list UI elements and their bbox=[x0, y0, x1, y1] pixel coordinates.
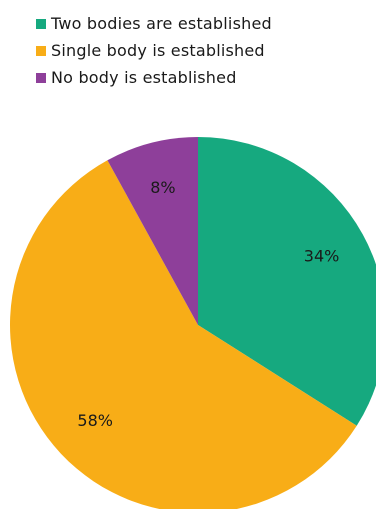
data-label-single-body: 58% bbox=[77, 411, 113, 430]
legend-item-two-bodies: Two bodies are established bbox=[36, 10, 272, 37]
legend-swatch-single-body bbox=[36, 45, 46, 56]
legend-swatch-no-body bbox=[36, 72, 46, 83]
legend-label-no-body: No body is established bbox=[51, 68, 237, 87]
chart-legend: Two bodies are established Single body i… bbox=[36, 10, 272, 91]
legend-label-single-body: Single body is established bbox=[51, 41, 265, 60]
legend-swatch-two-bodies bbox=[36, 18, 46, 29]
pie-slice-no-body bbox=[107, 137, 198, 325]
pie-slice-single-body bbox=[10, 160, 357, 509]
data-label-two-bodies: 34% bbox=[304, 247, 340, 266]
data-label-no-body: 8% bbox=[150, 178, 175, 197]
pie-slice-two-bodies bbox=[198, 137, 376, 426]
legend-label-two-bodies: Two bodies are established bbox=[51, 14, 272, 33]
legend-item-single-body: Single body is established bbox=[36, 37, 272, 64]
legend-item-no-body: No body is established bbox=[36, 64, 272, 91]
